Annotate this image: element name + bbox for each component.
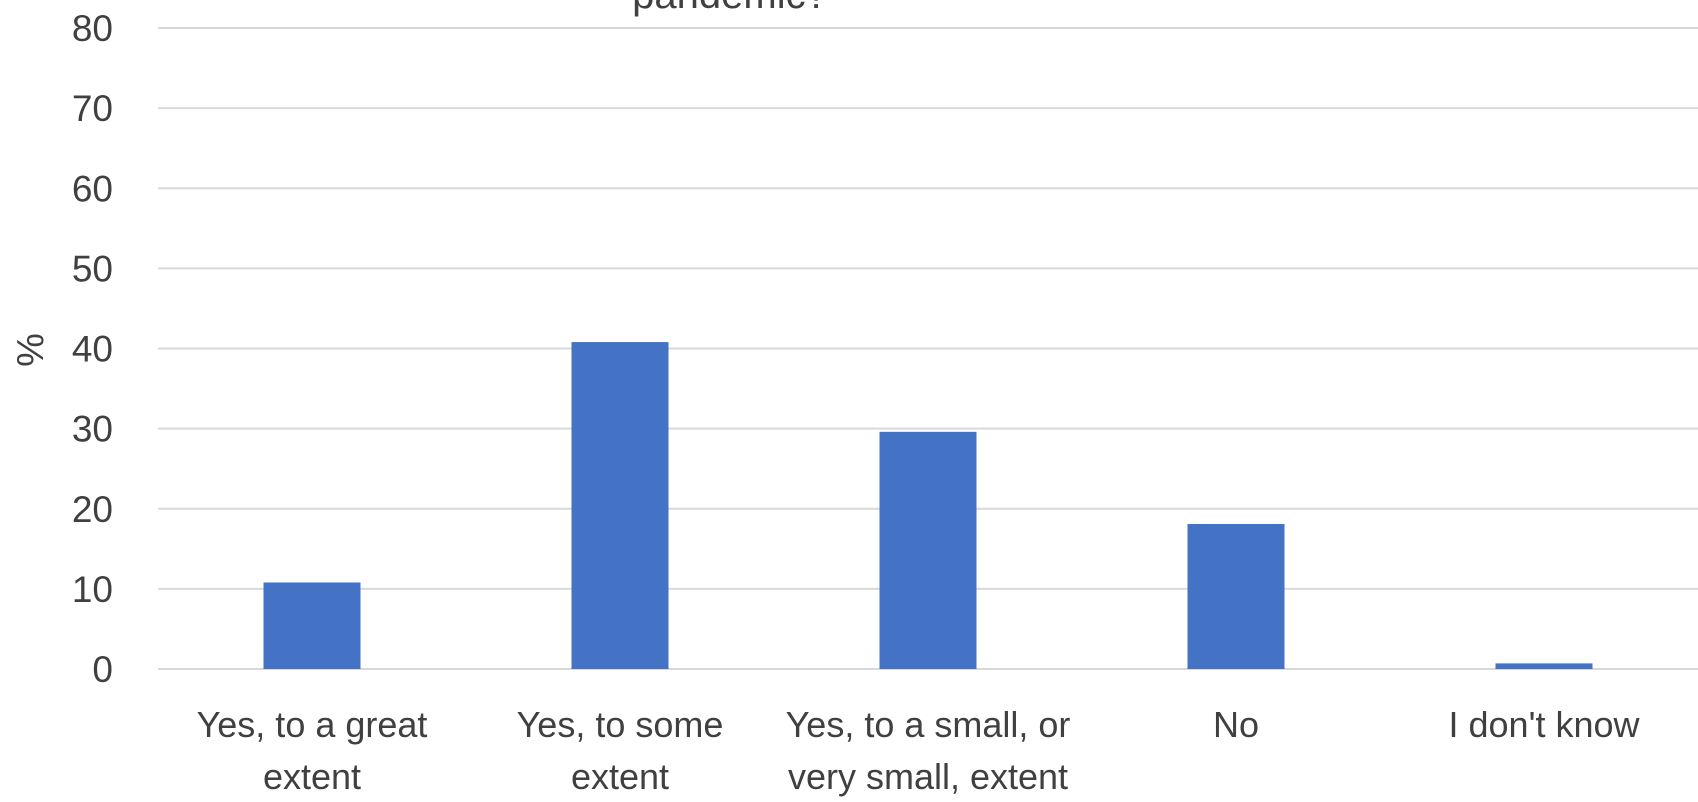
bar [879,431,977,669]
x-category-label-line: very small, extent [788,756,1068,797]
bar [571,342,669,669]
y-axis-title: % [10,333,52,367]
bars [263,342,1593,669]
chart-title: pandemic? [632,0,828,17]
x-category-label-line: Yes, to a small, or [786,704,1071,745]
bar [263,582,361,669]
x-category-label-line: extent [571,756,669,797]
x-category-label-line: Yes, to a great [197,704,428,745]
y-axis-ticks: 0 10 20 30 40 50 60 70 80 [72,8,113,690]
bar [1187,523,1285,669]
y-tick-label: 50 [72,248,113,289]
x-category-label: I don't know [1449,704,1641,745]
x-category-label: Yes, to a great extent [197,704,428,797]
x-category-label-line: Yes, to some [517,704,724,745]
x-category-label-line: extent [263,756,361,797]
y-tick-label: 80 [72,8,113,49]
y-tick-label: 70 [72,88,113,129]
y-tick-label: 0 [92,649,113,690]
gridlines [158,27,1698,670]
x-category-label: Yes, to some extent [517,704,724,797]
y-tick-label: 60 [72,168,113,209]
x-category-label-line: No [1213,704,1259,745]
x-category-label: No [1213,704,1259,745]
x-category-label-line: I don't know [1449,704,1641,745]
y-tick-label: 10 [72,569,113,610]
bar [1495,663,1593,669]
y-tick-label: 30 [72,409,113,450]
y-tick-label: 20 [72,489,113,530]
y-tick-label: 40 [72,329,113,370]
x-category-label: Yes, to a small, or very small, extent [786,704,1071,797]
